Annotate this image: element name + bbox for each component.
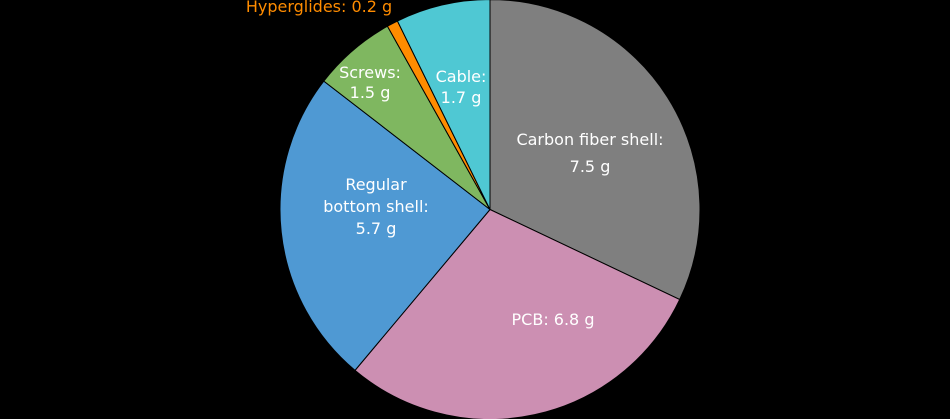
slice-label-carbon-fiber-shell-label: Carbon fiber shell: — [516, 130, 663, 149]
pie-slice-pcb — [354, 208, 681, 419]
slice-label-regular-bottom-shell-value: 5.7 g — [356, 219, 397, 238]
pie-slice-regular-bottom-shell — [279, 80, 491, 372]
pie-slice-carbon-fiber-shell — [489, 0, 701, 301]
slice-label-cable-value: 1.7 g — [441, 88, 482, 107]
slice-label-screws-label: Screws: — [339, 63, 401, 82]
slice-label-screws-value: 1.5 g — [350, 83, 391, 102]
pie-slice-cable — [396, 0, 491, 210]
slice-label-hyperglides-both: Hyperglides: 0.2 g — [246, 0, 392, 16]
slice-label-regular-bottom-shell-label2: bottom shell: — [323, 197, 429, 216]
slice-label-regular-bottom-shell-label1: Regular — [345, 175, 407, 194]
slice-label-carbon-fiber-shell-value: 7.5 g — [570, 157, 611, 176]
slice-label-pcb-both: PCB: 6.8 g — [512, 310, 595, 329]
slice-label-cable-label: Cable: — [436, 67, 487, 86]
